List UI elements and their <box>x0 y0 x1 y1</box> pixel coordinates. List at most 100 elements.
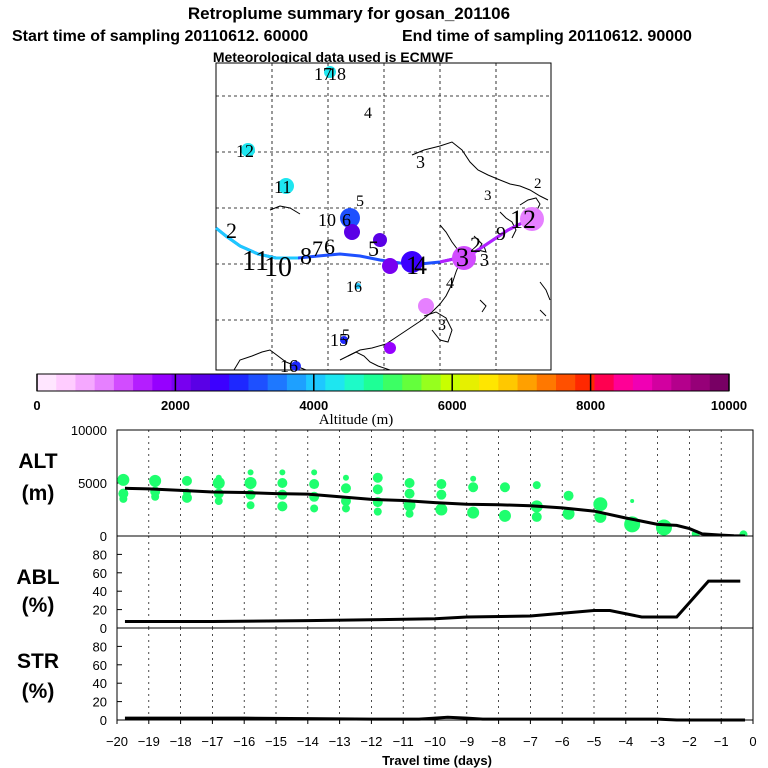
y-tick-label: 40 <box>93 584 107 599</box>
cluster-dot <box>278 178 294 194</box>
y-tick-label: 0 <box>100 713 107 728</box>
altitude-point <box>372 472 383 483</box>
met-data-label: Meteorological data used is ECMWF <box>213 49 454 65</box>
x-tick-label: −9 <box>459 734 474 749</box>
map-frame <box>215 62 552 371</box>
colorbar-swatch <box>690 374 711 391</box>
x-tick-label: −13 <box>329 734 351 749</box>
map-label: 4 <box>446 275 454 292</box>
panel-alt: 10000 5000 0 ALT (m) <box>18 423 754 544</box>
colorbar-swatch <box>325 374 346 391</box>
str-line <box>124 715 746 722</box>
altitude-point <box>630 499 635 504</box>
colorbar-tick-label: 6000 <box>438 398 467 413</box>
map-label: 6 <box>342 210 351 230</box>
colorbar-swatch <box>344 374 365 391</box>
y-axis-label: ALT <box>18 450 57 473</box>
colorbar-label: Altitude (m) <box>319 412 394 428</box>
colorbar-swatch <box>190 374 211 391</box>
x-tick-label: −11 <box>393 734 414 749</box>
altitude-point <box>655 519 672 536</box>
colorbar-swatch <box>113 374 134 391</box>
y-axis-unit: (%) <box>22 594 55 617</box>
altitude-point <box>309 479 320 490</box>
x-tick-label: −7 <box>523 734 538 749</box>
altitude-point <box>181 492 192 503</box>
colorbar-swatch <box>575 374 595 391</box>
colorbar-swatch <box>267 374 288 391</box>
figure-title: Retroplume summary for gosan_201106 <box>188 4 510 23</box>
x-tick-label: −20 <box>106 734 128 749</box>
colorbar-swatch <box>363 374 384 391</box>
colorbar-swatch <box>594 374 615 391</box>
map-label: 9 <box>496 223 506 245</box>
colorbar-swatch <box>94 374 115 391</box>
cluster-dot <box>418 298 434 314</box>
colorbar-swatch <box>671 374 692 391</box>
altitude-point <box>342 474 349 481</box>
map-label: 3 <box>416 152 425 172</box>
map-label: 5 <box>368 236 379 261</box>
abl-line <box>124 579 741 624</box>
altitude-point <box>372 484 383 495</box>
altitude-point <box>117 473 130 486</box>
y-tick-label: 60 <box>93 566 107 581</box>
y-tick-label: 0 <box>100 621 107 636</box>
altitude-point <box>277 501 288 512</box>
map-label: 12 <box>510 205 536 234</box>
mean-altitude-line <box>124 486 746 538</box>
map-label: 4 <box>364 105 372 122</box>
colorbar-swatch <box>383 374 403 391</box>
altitude-point <box>499 482 510 493</box>
y-axis-unit: (%) <box>22 680 55 703</box>
time-series-panels: 10000 5000 0 ALT (m) 80 60 40 20 0 ABL (%) 80 60 40 20 0… <box>16 423 756 768</box>
y-tick-label: 80 <box>93 639 107 654</box>
plume-cluster-dots <box>241 66 544 371</box>
x-tick-label: −12 <box>360 734 382 749</box>
cluster-dot <box>401 251 423 273</box>
altitude-point <box>246 501 255 510</box>
x-tick-label: −6 <box>555 734 570 749</box>
colorbar-swatch <box>498 374 519 391</box>
colorbar-swatch <box>306 374 326 391</box>
map-label: 7 <box>312 236 323 261</box>
map-label: 5 <box>342 327 350 344</box>
map-label: 4 <box>414 251 427 280</box>
cluster-dot <box>520 207 544 231</box>
altitude-point <box>563 490 574 501</box>
colorbar-swatch <box>402 374 422 391</box>
map-label: 10 <box>264 252 292 283</box>
colorbar-swatch <box>632 374 653 391</box>
cluster-dot <box>373 233 387 247</box>
x-tick-label: 0 <box>749 734 756 749</box>
x-tick-label: −17 <box>201 734 223 749</box>
y-axis-unit: (m) <box>22 482 55 505</box>
cluster-dot <box>384 342 396 354</box>
trajectory-line-early <box>215 226 298 260</box>
cluster-dot <box>382 258 398 274</box>
map-label: 15 <box>330 330 348 350</box>
altitude-point <box>436 489 447 500</box>
altitude-point <box>311 469 318 476</box>
colorbar-swatch <box>536 374 557 391</box>
x-tick-label: −4 <box>618 734 633 749</box>
altitude-point <box>310 504 319 513</box>
colorbar-swatch <box>56 374 76 391</box>
colorbar-swatch <box>556 374 576 391</box>
x-tick-label: −2 <box>682 734 697 749</box>
colorbar-swatch <box>709 374 730 391</box>
colorbar-tick-label: 4000 <box>299 398 328 413</box>
panel-frame <box>116 627 754 721</box>
x-tick-label: −3 <box>650 734 665 749</box>
map-label: 6 <box>324 234 335 259</box>
cluster-dot <box>340 336 348 344</box>
x-tick-label: −1 <box>714 734 729 749</box>
x-tick-label: −15 <box>265 734 287 749</box>
colorbar-swatch <box>421 374 442 391</box>
altitude-point <box>468 482 479 493</box>
end-time-label: End time of sampling 20110612. 90000 <box>402 28 692 45</box>
y-tick-label: 20 <box>93 695 107 710</box>
altitude-point <box>498 509 511 522</box>
y-tick-label: 5000 <box>78 476 107 491</box>
colorbar-swatch <box>171 374 192 391</box>
